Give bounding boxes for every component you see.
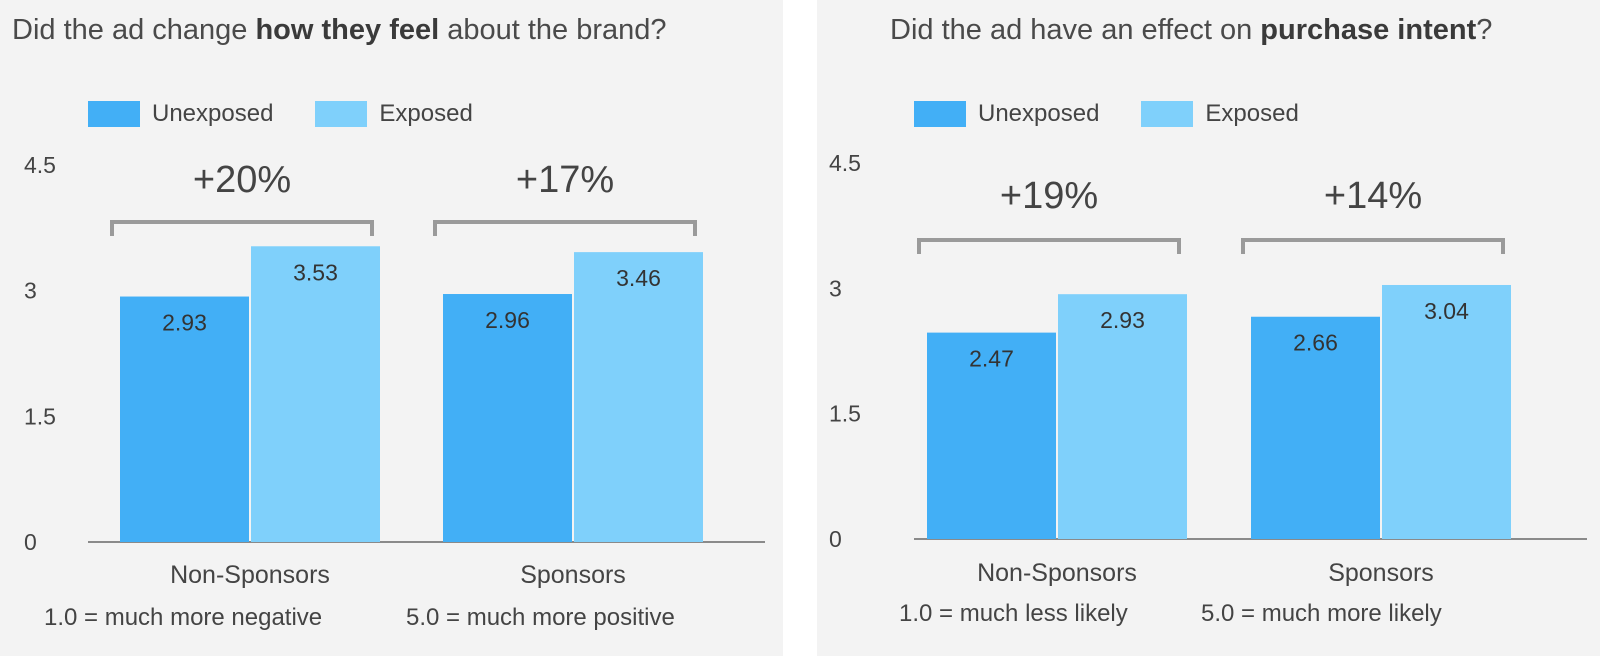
bar-exposed [1058, 294, 1187, 539]
scale-note-low: 1.0 = much less likely [899, 600, 1128, 627]
legend-swatch-exposed [315, 101, 368, 127]
title-part: Did the ad have an effect on [890, 14, 1261, 46]
bar-unexposed [120, 296, 249, 542]
chart-title: Did the ad change how they feel about th… [0, 14, 783, 47]
lift-bracket [110, 220, 374, 236]
legend-item-unexposed: Unexposed [914, 100, 1099, 128]
bar-value-label: 3.04 [1424, 298, 1469, 324]
lift-percentage-label: +17% [516, 159, 614, 201]
bar-value-label: 2.96 [485, 307, 530, 333]
legend-label: Unexposed [978, 100, 1100, 127]
lift-percentage-label: +14% [1324, 175, 1422, 217]
bar-unexposed [1251, 316, 1380, 539]
y-tick-label: 1.5 [829, 401, 861, 427]
bar-exposed [574, 252, 703, 542]
bar-value-label: 3.53 [293, 259, 338, 285]
bar-value-label: 2.93 [162, 310, 207, 336]
lift-bracket [917, 238, 1181, 254]
legend-item-exposed: Exposed [1141, 100, 1299, 128]
scale-note-high: 5.0 = much more positive [406, 604, 675, 631]
legend: Unexposed Exposed [88, 100, 515, 128]
y-tick-label: 4.5 [24, 152, 56, 178]
legend-swatch-unexposed [914, 101, 966, 127]
bar-unexposed [927, 332, 1056, 539]
y-tick-label: 4.5 [829, 150, 861, 176]
x-category-label: Sponsors [1328, 559, 1434, 587]
chart-panel-brand-feeling: Did the ad change how they feel about th… [0, 0, 783, 656]
chart-title: Did the ad have an effect on purchase in… [817, 14, 1600, 47]
bar-value-label: 2.47 [969, 346, 1014, 372]
legend-swatch-unexposed [88, 101, 140, 127]
scale-note-high: 5.0 = much more likely [1201, 600, 1442, 627]
title-part-bold: how they feel [255, 14, 440, 46]
x-category-label: Sponsors [520, 561, 626, 589]
lift-bracket [1241, 238, 1505, 254]
lift-percentage-label: +20% [193, 159, 291, 201]
lift-bracket [433, 220, 697, 236]
lift-percentage-label: +19% [1000, 175, 1098, 217]
y-tick-label: 1.5 [24, 403, 56, 429]
title-part: ? [1476, 14, 1493, 46]
bar-unexposed [443, 294, 572, 542]
bar-value-label: 2.93 [1100, 307, 1145, 333]
legend-item-unexposed: Unexposed [88, 100, 273, 128]
legend-item-exposed: Exposed [315, 100, 473, 128]
y-tick-label: 0 [829, 526, 842, 552]
bar-exposed [251, 246, 380, 542]
title-part-bold: purchase intent [1260, 14, 1477, 46]
bar-value-label: 3.46 [616, 265, 661, 291]
scale-note-low: 1.0 = much more negative [44, 604, 323, 631]
title-part: Did the ad change [12, 14, 256, 46]
x-category-label: Non-Sponsors [170, 561, 330, 589]
legend: Unexposed Exposed [914, 100, 1341, 128]
x-category-label: Non-Sponsors [977, 559, 1137, 587]
legend-label: Exposed [379, 100, 473, 127]
bar-chart-svg: 0 1.5 3 4.5 2.93 3.53 +20% Non-Sponsors 2.96 3.46… [24, 152, 765, 589]
bar-value-label: 2.66 [1293, 330, 1338, 356]
legend-label: Unexposed [152, 100, 274, 127]
chart-panel-purchase-intent: Did the ad have an effect on purchase in… [817, 0, 1600, 656]
title-part: about the brand? [439, 14, 667, 46]
y-tick-label: 0 [24, 529, 37, 555]
legend-label: Exposed [1205, 100, 1299, 127]
y-tick-label: 3 [24, 278, 37, 304]
bar-chart-svg: 0 1.5 3 4.5 2.47 2.93 +19% Non-Sponsors 2.66 3.04… [829, 150, 1587, 587]
legend-swatch-exposed [1141, 101, 1194, 127]
bar-exposed [1382, 284, 1511, 539]
y-tick-label: 3 [829, 275, 842, 301]
